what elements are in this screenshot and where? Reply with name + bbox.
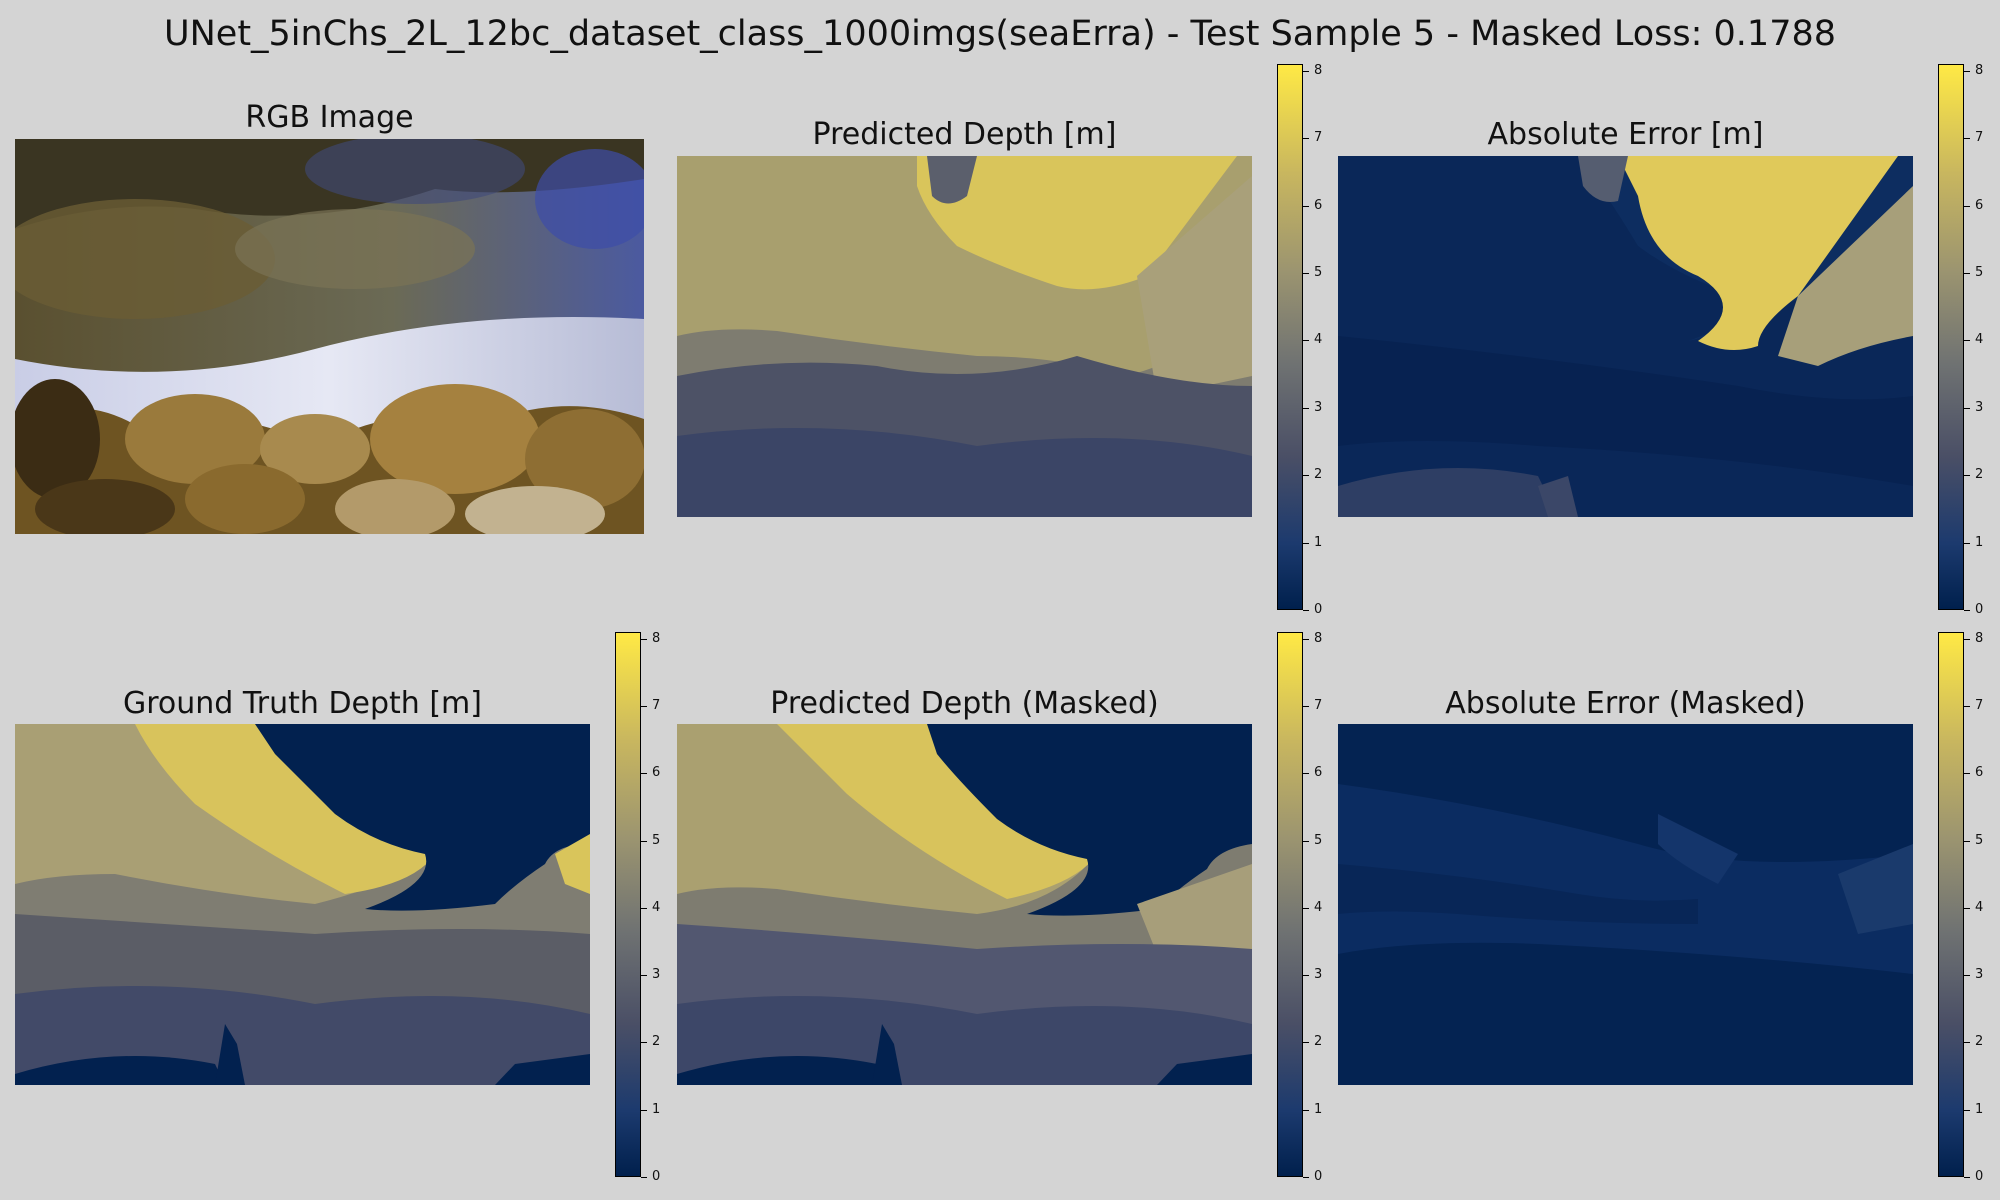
predicted-depth-image [677, 156, 1252, 517]
colorbar-tick-label: 3 [1314, 399, 1323, 415]
colorbar-tick-label: 3 [1975, 967, 1984, 983]
colorbar-gradient [615, 632, 641, 1177]
colorbar-tick-label: 7 [652, 698, 661, 713]
colorbar-predicted-depth-masked: 0 1 2 3 4 5 6 7 8 [1277, 630, 1337, 1184]
colorbar-predicted-depth: 0 1 2 3 4 5 6 7 8 [1277, 62, 1337, 617]
colorbar-tick-label: 5 [1314, 832, 1323, 848]
colorbar-tick-label: 5 [1975, 832, 1984, 848]
absolute-error-title: Absolute Error [m] [1487, 117, 1764, 152]
colorbar-tick-label: 8 [652, 630, 661, 646]
colorbar-tick-label: 0 [1314, 1169, 1323, 1184]
predicted-depth-masked-image [677, 724, 1252, 1085]
absolute-error-masked-image [1338, 724, 1913, 1085]
colorbar-tick-label: 5 [1314, 264, 1323, 280]
colorbar-gradient [1277, 632, 1303, 1177]
colorbar-tick-label: 8 [1314, 62, 1323, 78]
colorbar-tick-label: 1 [1314, 534, 1323, 550]
colorbar-tick-label: 2 [652, 1034, 661, 1050]
rgb-image-title: RGB Image [245, 100, 414, 135]
colorbar-gradient [1938, 64, 1964, 610]
colorbar-tick-label: 2 [1314, 467, 1323, 483]
colorbar-tick-label: 0 [1975, 1169, 1984, 1184]
colorbar-tick-label: 8 [1975, 62, 1984, 78]
colorbar-tick-label: 0 [1975, 602, 1984, 617]
figure-title: UNet_5inChs_2L_12bc_dataset_class_1000im… [163, 14, 1837, 54]
colorbar-tick-label: 0 [652, 1169, 661, 1184]
colorbar-tick-label: 3 [1975, 399, 1984, 415]
colorbar-absolute-error-masked: 0 1 2 3 4 5 6 7 8 [1938, 630, 1998, 1184]
colorbar-tick-label: 1 [1975, 534, 1984, 550]
colorbar-tick-label: 4 [1975, 899, 1984, 915]
colorbar-tick-label: 5 [1975, 264, 1984, 280]
colorbar-tick-label: 5 [652, 832, 661, 848]
colorbar-tick-label: 8 [1314, 630, 1323, 646]
colorbar-tick-label: 6 [1314, 765, 1323, 781]
absolute-error-masked-title: Absolute Error (Masked) [1445, 686, 1806, 721]
colorbar-tick-label: 4 [1314, 899, 1323, 915]
colorbar-tick-label: 2 [1975, 467, 1984, 483]
colorbar-tick-label: 4 [652, 899, 661, 915]
colorbar-tick-label: 1 [1314, 1101, 1323, 1117]
colorbar-tick-label: 7 [1975, 698, 1984, 713]
colorbar-tick-label: 7 [1975, 130, 1984, 146]
colorbar-tick-label: 6 [1314, 197, 1323, 213]
colorbar-tick-label: 1 [1975, 1101, 1984, 1117]
colorbar-gradient [1938, 632, 1964, 1177]
colorbar-tick-label: 6 [652, 765, 661, 781]
colorbar-tick-label: 3 [652, 967, 661, 983]
colorbar-tick-label: 1 [652, 1101, 661, 1117]
colorbar-tick-label: 4 [1314, 332, 1323, 348]
colorbar-tick-label: 2 [1975, 1034, 1984, 1050]
predicted-depth-masked-title: Predicted Depth (Masked) [770, 686, 1159, 721]
colorbar-tick-label: 2 [1314, 1034, 1323, 1050]
colorbar-tick-label: 6 [1975, 197, 1984, 213]
ground-truth-title: Ground Truth Depth [m] [122, 686, 482, 721]
rgb-image [15, 139, 644, 534]
ground-truth-image [15, 724, 590, 1085]
colorbar-tick-label: 8 [1975, 630, 1984, 646]
colorbar-gradient [1277, 64, 1303, 610]
absolute-error-image [1338, 156, 1913, 517]
colorbar-tick-label: 0 [1314, 602, 1323, 617]
colorbar-ground-truth: 0 1 2 3 4 5 6 7 8 [615, 630, 675, 1184]
colorbar-absolute-error: 0 1 2 3 4 5 6 7 8 [1938, 62, 1998, 617]
predicted-depth-title: Predicted Depth [m] [812, 117, 1117, 152]
colorbar-tick-label: 4 [1975, 332, 1984, 348]
colorbar-tick-label: 6 [1975, 765, 1984, 781]
colorbar-tick-label: 3 [1314, 967, 1323, 983]
colorbar-tick-label: 7 [1314, 698, 1323, 713]
colorbar-tick-label: 7 [1314, 130, 1323, 146]
